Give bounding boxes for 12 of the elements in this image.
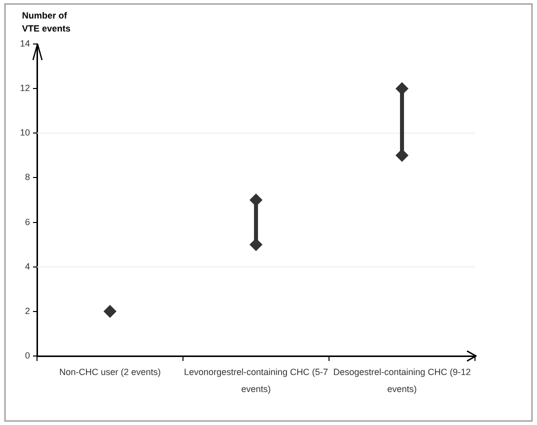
x-tick-label: Non-CHC user (2 events) xyxy=(59,367,161,378)
x-tick-label: Levonorgestrel-containing CHC (5-7 events) xyxy=(184,367,328,394)
y-tick-label: 10 xyxy=(20,128,30,138)
y-tick-label: 2 xyxy=(24,306,30,316)
y-tick-label: 12 xyxy=(20,83,30,94)
y-axis-title: Number of VTE events xyxy=(22,10,71,34)
y-tick-label: 6 xyxy=(24,216,30,227)
y-tick-label: 4 xyxy=(24,261,30,272)
x-tick-label: Desogestrel-containing CHC (9-12 events) xyxy=(333,367,471,394)
y-tick-label: 8 xyxy=(24,172,30,182)
y-tick-label: 0 xyxy=(24,350,30,360)
y-tick-label: 14 xyxy=(20,38,30,48)
